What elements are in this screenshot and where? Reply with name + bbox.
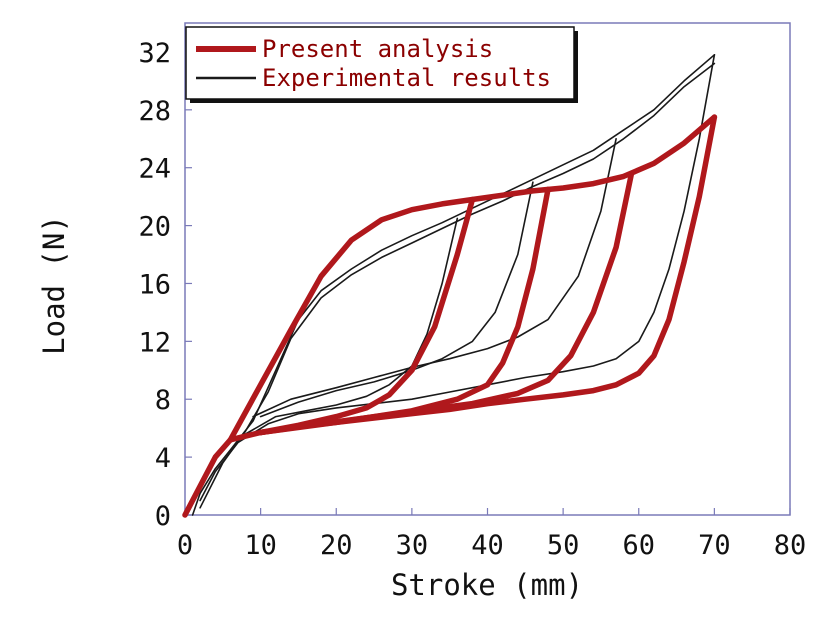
legend: Present analysis Experimental results (185, 26, 578, 103)
y-tick-label: 28 (138, 96, 171, 127)
analysis-curve-2 (257, 196, 476, 436)
analysis-curve-4 (257, 172, 634, 436)
analysis-curve-0 (182, 114, 718, 518)
x-tick-label: 70 (698, 530, 731, 561)
x-axis-label: Stroke (mm) (391, 568, 583, 602)
y-axis-label: Load (N) (37, 215, 71, 355)
y-tick-label: 24 (138, 154, 171, 185)
experiment-curve-4 (252, 138, 617, 418)
legend-label-experiment: Experimental results (262, 64, 551, 92)
x-tick-label: 40 (471, 530, 504, 561)
experiment-curve-1 (199, 54, 716, 502)
x-tick-label: 60 (622, 530, 655, 561)
series-layer (182, 54, 718, 518)
x-tick-label: 50 (547, 530, 580, 561)
experiment-curve-5 (199, 62, 716, 509)
x-tick-label: 80 (774, 530, 807, 561)
y-tick-label: 16 (138, 269, 171, 300)
y-tick-label: 32 (138, 38, 171, 69)
legend-box (185, 26, 575, 100)
y-tick-label: 8 (155, 385, 171, 416)
x-tick-label: 0 (177, 530, 193, 561)
x-tick-label: 20 (320, 530, 353, 561)
legend-label-analysis: Present analysis (262, 35, 493, 63)
plot-area (184, 22, 791, 516)
x-tick-label: 10 (244, 530, 277, 561)
y-tick-label: 20 (138, 212, 171, 243)
y-tick-label: 4 (155, 443, 171, 474)
y-tick-label: 12 (138, 327, 171, 358)
x-tick-label: 30 (396, 530, 429, 561)
experiment-curve-2 (244, 217, 459, 435)
y-tick-label: 0 (155, 501, 171, 532)
axis-ticks: 0 10 20 30 40 50 60 70 80 0 4 8 12 16 20 24 28 32 (138, 38, 806, 561)
